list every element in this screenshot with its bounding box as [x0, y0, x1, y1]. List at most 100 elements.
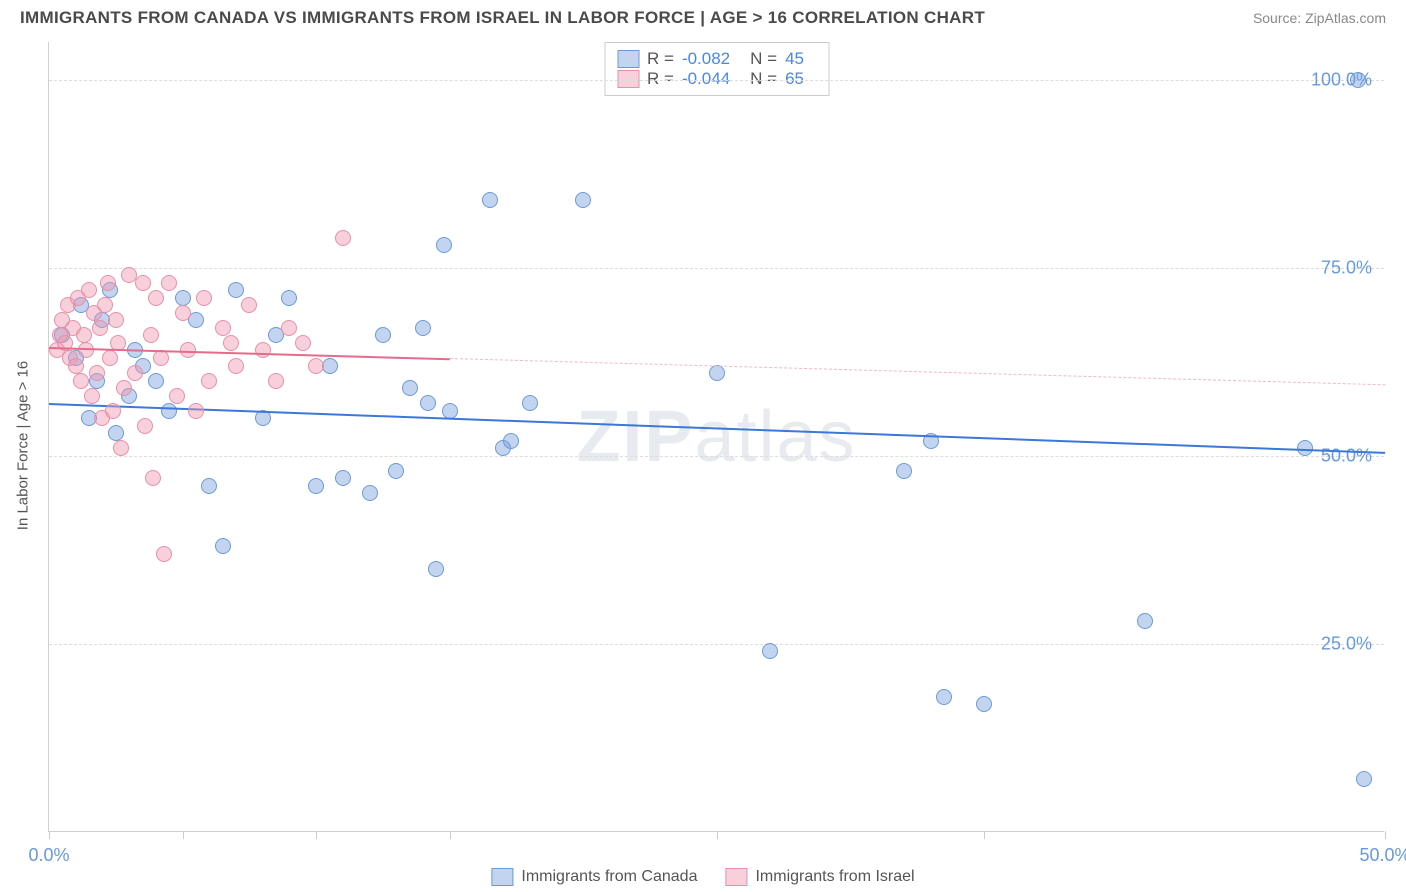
scatter-point: [76, 327, 92, 343]
y-tick-label: 75.0%: [1321, 257, 1372, 278]
scatter-point: [442, 403, 458, 419]
legend-item: Immigrants from Israel: [725, 868, 914, 886]
scatter-point: [201, 373, 217, 389]
scatter-point: [127, 365, 143, 381]
scatter-point: [196, 290, 212, 306]
x-tick: [316, 831, 317, 839]
scatter-point: [105, 403, 121, 419]
watermark: ZIPatlas: [576, 396, 856, 478]
scatter-point: [335, 230, 351, 246]
scatter-point: [223, 335, 239, 351]
chart-title: IMMIGRANTS FROM CANADA VS IMMIGRANTS FRO…: [20, 8, 985, 28]
scatter-point: [1356, 771, 1372, 787]
y-tick-label: 50.0%: [1321, 445, 1372, 466]
scatter-point: [308, 478, 324, 494]
scatter-point: [175, 290, 191, 306]
scatter-point: [362, 485, 378, 501]
scatter-point: [388, 463, 404, 479]
correlation-legend: R = -0.082N = 45R = -0.044N = 65: [604, 42, 829, 96]
legend-label: Immigrants from Israel: [755, 868, 914, 886]
watermark-text-b: atlas: [694, 397, 856, 477]
scatter-point: [762, 643, 778, 659]
scatter-point: [420, 395, 436, 411]
legend-swatch: [617, 50, 639, 68]
scatter-point: [201, 478, 217, 494]
trend-line: [49, 403, 1385, 454]
scatter-point: [102, 350, 118, 366]
scatter-point: [108, 312, 124, 328]
scatter-point: [228, 358, 244, 374]
legend-label: Immigrants from Canada: [521, 868, 697, 886]
scatter-point: [161, 275, 177, 291]
scatter-point: [436, 237, 452, 253]
scatter-point: [153, 350, 169, 366]
legend-swatch: [491, 868, 513, 886]
gridline-h: [49, 644, 1384, 645]
scatter-point: [188, 403, 204, 419]
scatter-point: [228, 282, 244, 298]
x-tick: [984, 831, 985, 839]
scatter-point: [375, 327, 391, 343]
scatter-point: [169, 388, 185, 404]
watermark-text-a: ZIP: [576, 397, 694, 477]
scatter-point: [575, 192, 591, 208]
chart-plot-area: In Labor Force | Age > 16 ZIPatlas R = -…: [48, 42, 1384, 832]
n-label: N =: [750, 49, 777, 69]
x-tick: [717, 831, 718, 839]
scatter-point: [113, 440, 129, 456]
scatter-point: [89, 365, 105, 381]
scatter-point: [143, 327, 159, 343]
scatter-point: [97, 297, 113, 313]
scatter-point: [281, 320, 297, 336]
legend-row: R = -0.082N = 45: [617, 49, 816, 69]
scatter-point: [92, 320, 108, 336]
r-value: -0.082: [682, 49, 730, 69]
scatter-point: [482, 192, 498, 208]
legend-swatch: [725, 868, 747, 886]
scatter-point: [522, 395, 538, 411]
r-label: R =: [647, 49, 674, 69]
y-tick-label: 25.0%: [1321, 633, 1372, 654]
scatter-point: [73, 373, 89, 389]
title-bar: IMMIGRANTS FROM CANADA VS IMMIGRANTS FRO…: [0, 0, 1406, 32]
scatter-point: [108, 425, 124, 441]
series-legend: Immigrants from Canada Immigrants from Is…: [491, 868, 914, 886]
x-tick: [450, 831, 451, 839]
scatter-point: [402, 380, 418, 396]
scatter-point: [116, 380, 132, 396]
scatter-point: [161, 403, 177, 419]
scatter-point: [78, 342, 94, 358]
gridline-h: [49, 456, 1384, 457]
scatter-point: [137, 418, 153, 434]
scatter-point: [156, 546, 172, 562]
scatter-point: [84, 388, 100, 404]
scatter-point: [268, 373, 284, 389]
scatter-point: [215, 320, 231, 336]
scatter-point: [936, 689, 952, 705]
scatter-point: [503, 433, 519, 449]
scatter-point: [241, 297, 257, 313]
x-tick: [1385, 831, 1386, 839]
scatter-point: [295, 335, 311, 351]
gridline-h: [49, 268, 1384, 269]
scatter-point: [976, 696, 992, 712]
scatter-point: [68, 358, 84, 374]
y-axis-label: In Labor Force | Age > 16: [15, 360, 32, 529]
trend-line: [450, 358, 1385, 385]
x-tick-label: 0.0%: [28, 845, 69, 866]
scatter-point: [135, 275, 151, 291]
scatter-point: [148, 373, 164, 389]
x-tick-label: 50.0%: [1359, 845, 1406, 866]
scatter-point: [81, 282, 97, 298]
scatter-point: [1350, 72, 1366, 88]
scatter-point: [415, 320, 431, 336]
scatter-point: [428, 561, 444, 577]
x-tick: [49, 831, 50, 839]
scatter-point: [281, 290, 297, 306]
scatter-point: [100, 275, 116, 291]
scatter-point: [145, 470, 161, 486]
scatter-point: [215, 538, 231, 554]
scatter-point: [175, 305, 191, 321]
scatter-point: [709, 365, 725, 381]
gridline-h: [49, 80, 1384, 81]
